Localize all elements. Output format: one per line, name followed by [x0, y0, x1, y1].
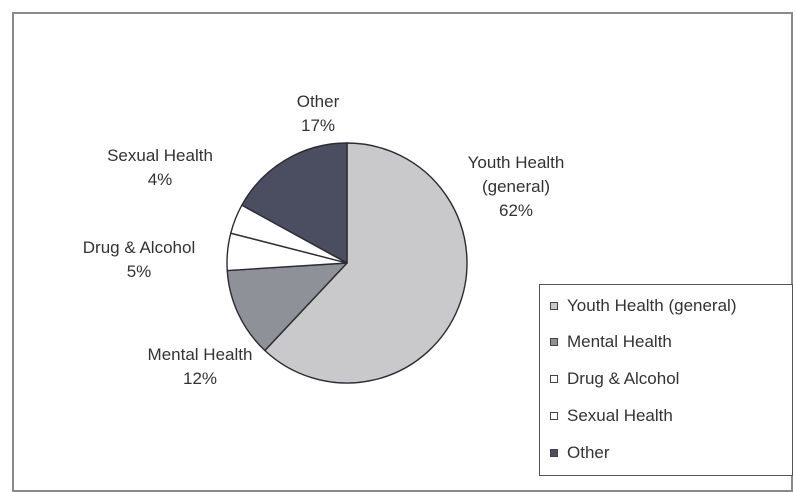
- pie-chart: Youth Health (general) 62% Mental Health 12%…: [83, 92, 565, 388]
- legend-label: Mental Health: [567, 332, 672, 351]
- legend-label: Youth Health (general): [567, 296, 737, 315]
- slice-label-line: Other: [297, 92, 340, 111]
- legend-swatch: [550, 338, 558, 346]
- slice-label-line: 17%: [301, 116, 335, 135]
- slice-label-mental-health: Mental Health 12%: [148, 345, 253, 388]
- legend-label: Sexual Health: [567, 406, 673, 425]
- slice-label-sexual-health: Sexual Health 4%: [107, 146, 213, 189]
- legend-item-other: Other: [550, 442, 610, 464]
- slice-label-youth-health-general: Youth Health (general) 62%: [468, 153, 565, 220]
- legend-swatch: [550, 449, 558, 457]
- slice-label-line: Drug & Alcohol: [83, 238, 195, 257]
- slice-label-line: 5%: [127, 262, 152, 281]
- pie-slice-youth-health-general: [264, 142, 468, 384]
- legend-item-mental-health: Mental Health: [550, 331, 672, 353]
- legend-item-youth-health: Youth Health (general): [550, 295, 737, 317]
- legend-swatch: [550, 302, 558, 310]
- slice-label-line: 62%: [499, 201, 533, 220]
- legend-label: Drug & Alcohol: [567, 369, 680, 388]
- legend-item-sexual-health: Sexual Health: [550, 405, 673, 427]
- slice-label-line: Sexual Health: [107, 146, 213, 165]
- pie-labels: Youth Health (general) 62% Mental Health 12%…: [83, 92, 565, 388]
- slice-label-drug-alcohol: Drug & Alcohol 5%: [83, 238, 195, 281]
- slice-label-line: Youth Health: [468, 153, 565, 172]
- pie-slice-other: [241, 142, 348, 264]
- legend-swatch: [550, 375, 558, 383]
- slice-label-line: Mental Health: [148, 345, 253, 364]
- legend-label: Other: [567, 443, 610, 462]
- legend-item-drug-alcohol: Drug & Alcohol: [550, 368, 679, 390]
- slice-label-other: Other 17%: [297, 92, 340, 135]
- pie-slices: [226, 142, 468, 384]
- slice-label-line: 4%: [148, 170, 173, 189]
- legend-swatch: [550, 412, 558, 420]
- legend: Youth Health (general) Mental Health Dru…: [539, 284, 793, 476]
- pie-slice-mental-health: [226, 262, 348, 352]
- slice-label-line: (general): [482, 177, 550, 196]
- slice-label-line: 12%: [183, 369, 217, 388]
